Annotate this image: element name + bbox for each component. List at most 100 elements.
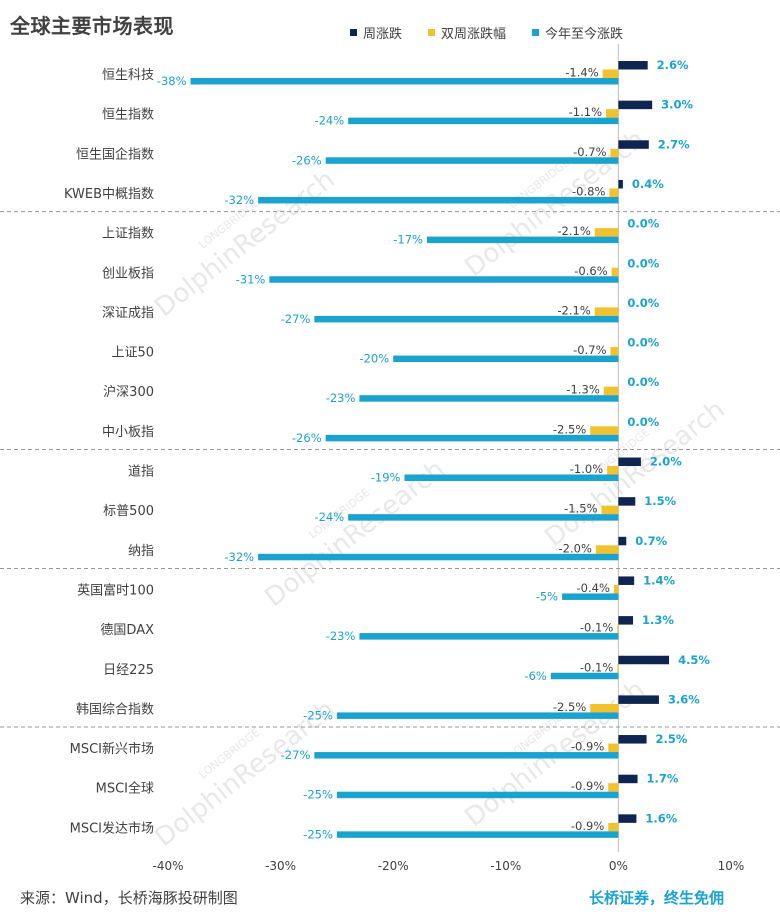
x-tick-label: -30%: [265, 859, 296, 873]
bar-biweekly: [595, 545, 619, 554]
bar-biweekly: [608, 822, 619, 832]
bar-weekly: [618, 655, 670, 665]
bar-biweekly: [609, 188, 619, 197]
data-label-ytd: -31%: [236, 272, 266, 286]
bar-biweekly: [590, 426, 619, 435]
bar-weekly: [618, 536, 627, 546]
data-label-weekly: 1.3%: [642, 613, 674, 627]
bar-biweekly: [594, 307, 619, 316]
legend-label-ytd: 今年至今涨跌: [545, 26, 624, 42]
data-label-biweekly: -0.9%: [571, 740, 604, 754]
data-label-weekly: 1.5%: [644, 494, 676, 508]
data-label-weekly: 0.0%: [627, 415, 659, 429]
data-label-ytd: -19%: [371, 471, 401, 485]
x-tick-label: 0%: [609, 859, 628, 873]
legend-item-ytd: 今年至今涨跌: [532, 23, 623, 42]
legend: 周涨跌 双周涨跌幅 今年至今涨跌: [350, 22, 649, 42]
data-label-biweekly: -0.7%: [573, 343, 606, 357]
bar-biweekly: [608, 743, 619, 753]
bar-biweekly: [608, 783, 619, 792]
bar-ytd: [258, 196, 619, 204]
data-label-weekly: 0.0%: [627, 375, 659, 389]
legend-swatch-ytd: [532, 28, 540, 36]
bar-biweekly: [590, 703, 619, 713]
data-label-biweekly: -2.5%: [553, 422, 586, 436]
bar-ytd: [404, 474, 619, 481]
data-label-weekly: 1.6%: [645, 811, 677, 825]
bar-weekly: [618, 735, 647, 744]
data-label-biweekly: -1.4%: [565, 66, 598, 80]
data-label-weekly: 2.5%: [656, 732, 688, 746]
bar-ytd: [336, 712, 619, 719]
bar-ytd: [336, 831, 619, 838]
category-label: MSCI新兴市场: [70, 741, 154, 757]
data-label-ytd: -32%: [224, 550, 254, 564]
legend-label-biweekly: 双周涨跌幅: [441, 26, 507, 42]
data-label-ytd: -32%: [224, 193, 254, 207]
x-tick-label: 10%: [718, 859, 745, 873]
bar-weekly: [618, 61, 648, 70]
bar-weekly: [618, 100, 653, 110]
bar-biweekly: [617, 664, 619, 673]
category-label: MSCI发达市场: [70, 820, 154, 836]
category-label: 深证成指: [102, 306, 154, 321]
data-label-weekly: 2.7%: [658, 137, 690, 151]
watermark-text: DolphinResearch: [150, 164, 341, 323]
data-label-biweekly: -0.8%: [572, 184, 605, 198]
data-label-weekly: 3.0%: [661, 98, 693, 112]
data-label-weekly: 0.0%: [627, 256, 659, 270]
category-label: 英国富时100: [77, 582, 154, 598]
bar-weekly: [618, 774, 638, 784]
bar-biweekly: [617, 624, 619, 634]
x-tick-label: -10%: [490, 859, 521, 873]
category-label: MSCI全球: [96, 781, 154, 797]
bar-biweekly: [594, 228, 619, 237]
data-label-weekly: 0.7%: [635, 534, 667, 548]
category-label: 恒生国企指数: [76, 146, 154, 162]
bar-ytd: [348, 514, 619, 521]
data-label-ytd: -20%: [359, 352, 389, 366]
data-label-weekly: 0.0%: [627, 336, 659, 350]
chart-title: 全球主要市场表现: [10, 14, 174, 38]
data-label-ytd: -27%: [281, 312, 311, 326]
data-label-biweekly: -0.1%: [580, 621, 613, 635]
bar-weekly: [618, 814, 637, 823]
bar-biweekly: [602, 69, 619, 78]
bar-biweekly: [606, 109, 619, 118]
x-tick-label: -20%: [378, 859, 409, 873]
data-label-ytd: -23%: [326, 629, 356, 643]
bar-weekly: [618, 140, 649, 149]
bar-ytd: [359, 633, 619, 640]
category-label: KWEB中概指数: [64, 187, 154, 202]
bar-biweekly: [613, 584, 619, 594]
category-label: 上证50: [111, 346, 154, 361]
bar-biweekly: [610, 148, 619, 158]
bar-ytd: [269, 276, 619, 283]
data-label-ytd: -38%: [157, 74, 187, 88]
bar-ytd: [550, 672, 619, 680]
data-label-biweekly: -0.6%: [574, 264, 607, 278]
legend-item-biweekly: 双周涨跌幅: [428, 23, 506, 42]
bar-ytd: [325, 157, 619, 164]
data-label-ytd: -25%: [303, 827, 333, 841]
bar-ytd: [325, 434, 619, 442]
bar-weekly: [618, 457, 641, 466]
bar-biweekly: [603, 386, 619, 396]
data-label-biweekly: -0.1%: [580, 660, 613, 674]
data-label-ytd: -26%: [292, 153, 322, 167]
source-note: 来源：Wind，长桥海豚投研制图: [20, 889, 238, 907]
category-label: 纳指: [128, 544, 154, 559]
data-label-ytd: -24%: [314, 114, 344, 128]
bar-ytd: [258, 553, 619, 561]
legend-swatch-weekly: [350, 28, 357, 36]
data-label-ytd: -6%: [524, 669, 546, 683]
bar-ytd: [562, 593, 619, 600]
data-label-ytd: -25%: [303, 788, 333, 802]
category-label: 韩国综合指数: [76, 702, 154, 717]
data-label-biweekly: -2.1%: [557, 224, 590, 238]
category-label: 沪深300: [103, 384, 154, 400]
category-label: 道指: [128, 465, 154, 480]
bar-ytd: [190, 78, 619, 85]
